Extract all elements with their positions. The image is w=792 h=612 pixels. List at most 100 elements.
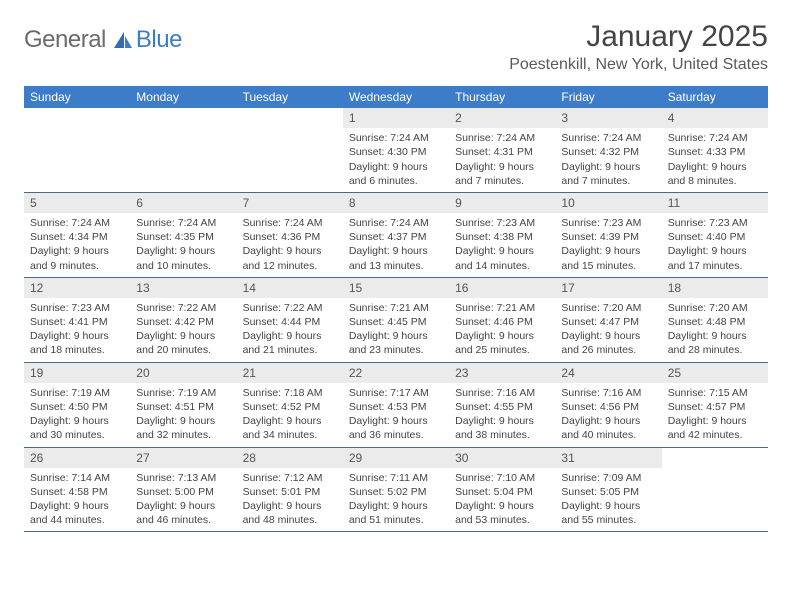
sunrise-line: Sunrise: 7:14 AM (30, 471, 124, 485)
daylight-line: Daylight: 9 hours and 25 minutes. (455, 329, 549, 357)
calendar-day-cell: 3Sunrise: 7:24 AMSunset: 4:32 PMDaylight… (555, 108, 661, 192)
day-number: 22 (343, 363, 449, 383)
calendar-body: 1Sunrise: 7:24 AMSunset: 4:30 PMDaylight… (24, 108, 768, 532)
day-number: 31 (555, 448, 661, 468)
sunset-line: Sunset: 5:01 PM (243, 485, 337, 499)
sunset-line: Sunset: 5:02 PM (349, 485, 443, 499)
day-content: Sunrise: 7:11 AMSunset: 5:02 PMDaylight:… (343, 468, 449, 532)
sunset-line: Sunset: 4:44 PM (243, 315, 337, 329)
calendar-day-cell: 1Sunrise: 7:24 AMSunset: 4:30 PMDaylight… (343, 108, 449, 192)
day-number: 1 (343, 108, 449, 128)
day-content: Sunrise: 7:24 AMSunset: 4:35 PMDaylight:… (130, 213, 236, 277)
calendar-day-cell: 24Sunrise: 7:16 AMSunset: 4:56 PMDayligh… (555, 362, 661, 447)
day-content: Sunrise: 7:20 AMSunset: 4:47 PMDaylight:… (555, 298, 661, 362)
day-content: Sunrise: 7:18 AMSunset: 4:52 PMDaylight:… (237, 383, 343, 447)
calendar-day-cell: 23Sunrise: 7:16 AMSunset: 4:55 PMDayligh… (449, 362, 555, 447)
sunset-line: Sunset: 4:36 PM (243, 230, 337, 244)
day-content: Sunrise: 7:21 AMSunset: 4:46 PMDaylight:… (449, 298, 555, 362)
sunset-line: Sunset: 4:57 PM (668, 400, 762, 414)
sunset-line: Sunset: 4:31 PM (455, 145, 549, 159)
sunrise-line: Sunrise: 7:24 AM (30, 216, 124, 230)
daylight-line: Daylight: 9 hours and 44 minutes. (30, 499, 124, 527)
calendar-day-cell: 20Sunrise: 7:19 AMSunset: 4:51 PMDayligh… (130, 362, 236, 447)
calendar-day-cell (237, 108, 343, 192)
day-number: 2 (449, 108, 555, 128)
day-number: 30 (449, 448, 555, 468)
day-number: 25 (662, 363, 768, 383)
day-number: 11 (662, 193, 768, 213)
sunset-line: Sunset: 4:38 PM (455, 230, 549, 244)
daylight-line: Daylight: 9 hours and 42 minutes. (668, 414, 762, 442)
sunrise-line: Sunrise: 7:10 AM (455, 471, 549, 485)
sunrise-line: Sunrise: 7:22 AM (136, 301, 230, 315)
day-content: Sunrise: 7:20 AMSunset: 4:48 PMDaylight:… (662, 298, 768, 362)
day-number: 28 (237, 448, 343, 468)
month-title: January 2025 (509, 20, 768, 54)
sunrise-line: Sunrise: 7:23 AM (455, 216, 549, 230)
daylight-line: Daylight: 9 hours and 6 minutes. (349, 160, 443, 188)
sunset-line: Sunset: 4:53 PM (349, 400, 443, 414)
day-number: 13 (130, 278, 236, 298)
calendar-day-cell: 16Sunrise: 7:21 AMSunset: 4:46 PMDayligh… (449, 277, 555, 362)
daylight-line: Daylight: 9 hours and 53 minutes. (455, 499, 549, 527)
sunrise-line: Sunrise: 7:19 AM (30, 386, 124, 400)
calendar-day-cell: 7Sunrise: 7:24 AMSunset: 4:36 PMDaylight… (237, 192, 343, 277)
sunset-line: Sunset: 5:04 PM (455, 485, 549, 499)
daylight-line: Daylight: 9 hours and 10 minutes. (136, 244, 230, 272)
day-number: 15 (343, 278, 449, 298)
day-number: 10 (555, 193, 661, 213)
sunset-line: Sunset: 4:37 PM (349, 230, 443, 244)
day-number: 26 (24, 448, 130, 468)
calendar-day-cell (662, 447, 768, 532)
sunrise-line: Sunrise: 7:23 AM (668, 216, 762, 230)
weekday-header: Wednesday (343, 86, 449, 108)
daylight-line: Daylight: 9 hours and 23 minutes. (349, 329, 443, 357)
sunrise-line: Sunrise: 7:24 AM (349, 131, 443, 145)
sunset-line: Sunset: 4:41 PM (30, 315, 124, 329)
daylight-line: Daylight: 9 hours and 38 minutes. (455, 414, 549, 442)
day-number: 21 (237, 363, 343, 383)
day-content: Sunrise: 7:24 AMSunset: 4:31 PMDaylight:… (449, 128, 555, 192)
sunrise-line: Sunrise: 7:19 AM (136, 386, 230, 400)
sunrise-line: Sunrise: 7:24 AM (243, 216, 337, 230)
day-number: 8 (343, 193, 449, 213)
calendar-day-cell: 4Sunrise: 7:24 AMSunset: 4:33 PMDaylight… (662, 108, 768, 192)
day-number: 16 (449, 278, 555, 298)
sunrise-line: Sunrise: 7:24 AM (455, 131, 549, 145)
calendar-day-cell: 10Sunrise: 7:23 AMSunset: 4:39 PMDayligh… (555, 192, 661, 277)
calendar-day-cell: 29Sunrise: 7:11 AMSunset: 5:02 PMDayligh… (343, 447, 449, 532)
day-number: 23 (449, 363, 555, 383)
sunset-line: Sunset: 4:39 PM (561, 230, 655, 244)
sunset-line: Sunset: 4:45 PM (349, 315, 443, 329)
daylight-line: Daylight: 9 hours and 8 minutes. (668, 160, 762, 188)
daylight-line: Daylight: 9 hours and 36 minutes. (349, 414, 443, 442)
day-content: Sunrise: 7:24 AMSunset: 4:32 PMDaylight:… (555, 128, 661, 192)
day-content: Sunrise: 7:16 AMSunset: 4:56 PMDaylight:… (555, 383, 661, 447)
sunrise-line: Sunrise: 7:16 AM (561, 386, 655, 400)
logo-sail-icon (112, 30, 134, 50)
day-content: Sunrise: 7:21 AMSunset: 4:45 PMDaylight:… (343, 298, 449, 362)
sunrise-line: Sunrise: 7:12 AM (243, 471, 337, 485)
day-content: Sunrise: 7:19 AMSunset: 4:51 PMDaylight:… (130, 383, 236, 447)
logo: General Blue (24, 26, 182, 54)
calendar-day-cell: 26Sunrise: 7:14 AMSunset: 4:58 PMDayligh… (24, 447, 130, 532)
sunrise-line: Sunrise: 7:17 AM (349, 386, 443, 400)
sunrise-line: Sunrise: 7:23 AM (30, 301, 124, 315)
sunset-line: Sunset: 4:40 PM (668, 230, 762, 244)
sunrise-line: Sunrise: 7:23 AM (561, 216, 655, 230)
calendar-day-cell (24, 108, 130, 192)
day-content: Sunrise: 7:24 AMSunset: 4:34 PMDaylight:… (24, 213, 130, 277)
logo-text-general: General (24, 26, 106, 54)
day-content: Sunrise: 7:12 AMSunset: 5:01 PMDaylight:… (237, 468, 343, 532)
sunset-line: Sunset: 5:05 PM (561, 485, 655, 499)
day-number: 27 (130, 448, 236, 468)
sunrise-line: Sunrise: 7:09 AM (561, 471, 655, 485)
sunrise-line: Sunrise: 7:24 AM (668, 131, 762, 145)
calendar-table: Sunday Monday Tuesday Wednesday Thursday… (24, 86, 768, 532)
day-content: Sunrise: 7:13 AMSunset: 5:00 PMDaylight:… (130, 468, 236, 532)
calendar-day-cell (130, 108, 236, 192)
daylight-line: Daylight: 9 hours and 13 minutes. (349, 244, 443, 272)
sunrise-line: Sunrise: 7:24 AM (561, 131, 655, 145)
daylight-line: Daylight: 9 hours and 7 minutes. (455, 160, 549, 188)
calendar-week-row: 5Sunrise: 7:24 AMSunset: 4:34 PMDaylight… (24, 192, 768, 277)
